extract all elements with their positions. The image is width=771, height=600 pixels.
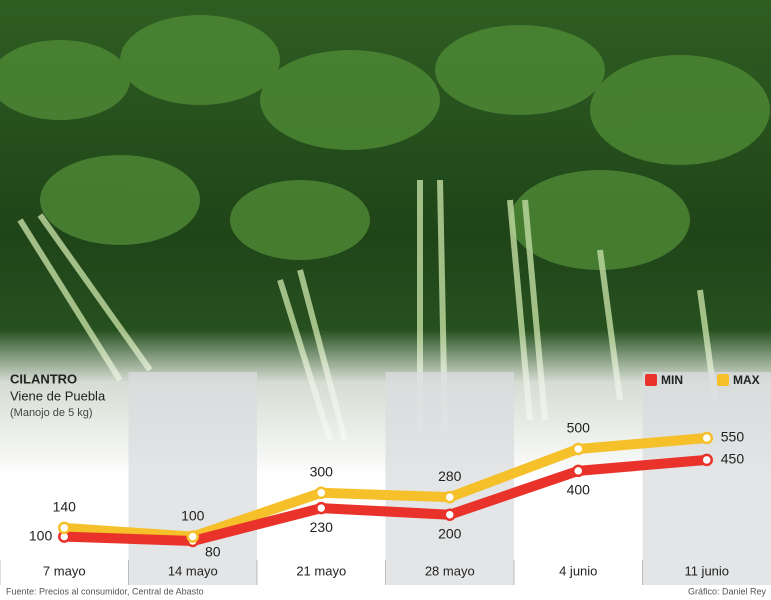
credit: Gráfico: Daniel Rey	[688, 586, 767, 596]
x-tick-label: 14 mayo	[168, 563, 218, 578]
chart-title: CILANTRO	[10, 371, 77, 386]
data-label: 450	[721, 451, 745, 467]
data-label: 280	[438, 468, 462, 484]
x-tick-label: 21 mayo	[296, 563, 346, 578]
data-label: 100	[181, 507, 205, 523]
data-label: 550	[721, 429, 745, 445]
x-tick-label: 11 junio	[684, 563, 729, 578]
point	[443, 508, 456, 521]
point	[315, 501, 328, 515]
point	[186, 530, 199, 543]
data-label: 100	[29, 527, 53, 543]
data-label: 140	[53, 499, 77, 515]
point	[58, 521, 71, 535]
legend-swatch	[645, 374, 657, 386]
point	[315, 486, 328, 500]
series-line	[59, 433, 712, 542]
x-tick-label: 7 mayo	[43, 563, 86, 578]
point	[700, 453, 713, 467]
legend-swatch	[717, 374, 729, 386]
data-label: 200	[438, 525, 462, 541]
source: Fuente: Precios al consumidor, Central d…	[6, 586, 204, 596]
chart-subtitle: Viene de Puebla	[10, 388, 106, 403]
data-label: 230	[310, 519, 334, 535]
legend-label: MAX	[733, 373, 760, 387]
point	[572, 464, 585, 478]
column-band	[128, 372, 257, 585]
x-tick-label: 28 mayo	[425, 563, 475, 578]
point	[572, 442, 585, 456]
data-label: 400	[567, 482, 591, 498]
series-line	[59, 454, 712, 546]
point	[700, 431, 713, 445]
unit-note: (Manojo de 5 kg)	[10, 407, 93, 419]
data-label: 300	[310, 463, 334, 479]
point	[443, 490, 456, 504]
data-label: 500	[567, 420, 591, 436]
x-tick-label: 4 junio	[559, 563, 597, 578]
column-band	[642, 372, 771, 585]
data-label: 80	[205, 544, 221, 560]
legend-label: MIN	[661, 373, 683, 387]
